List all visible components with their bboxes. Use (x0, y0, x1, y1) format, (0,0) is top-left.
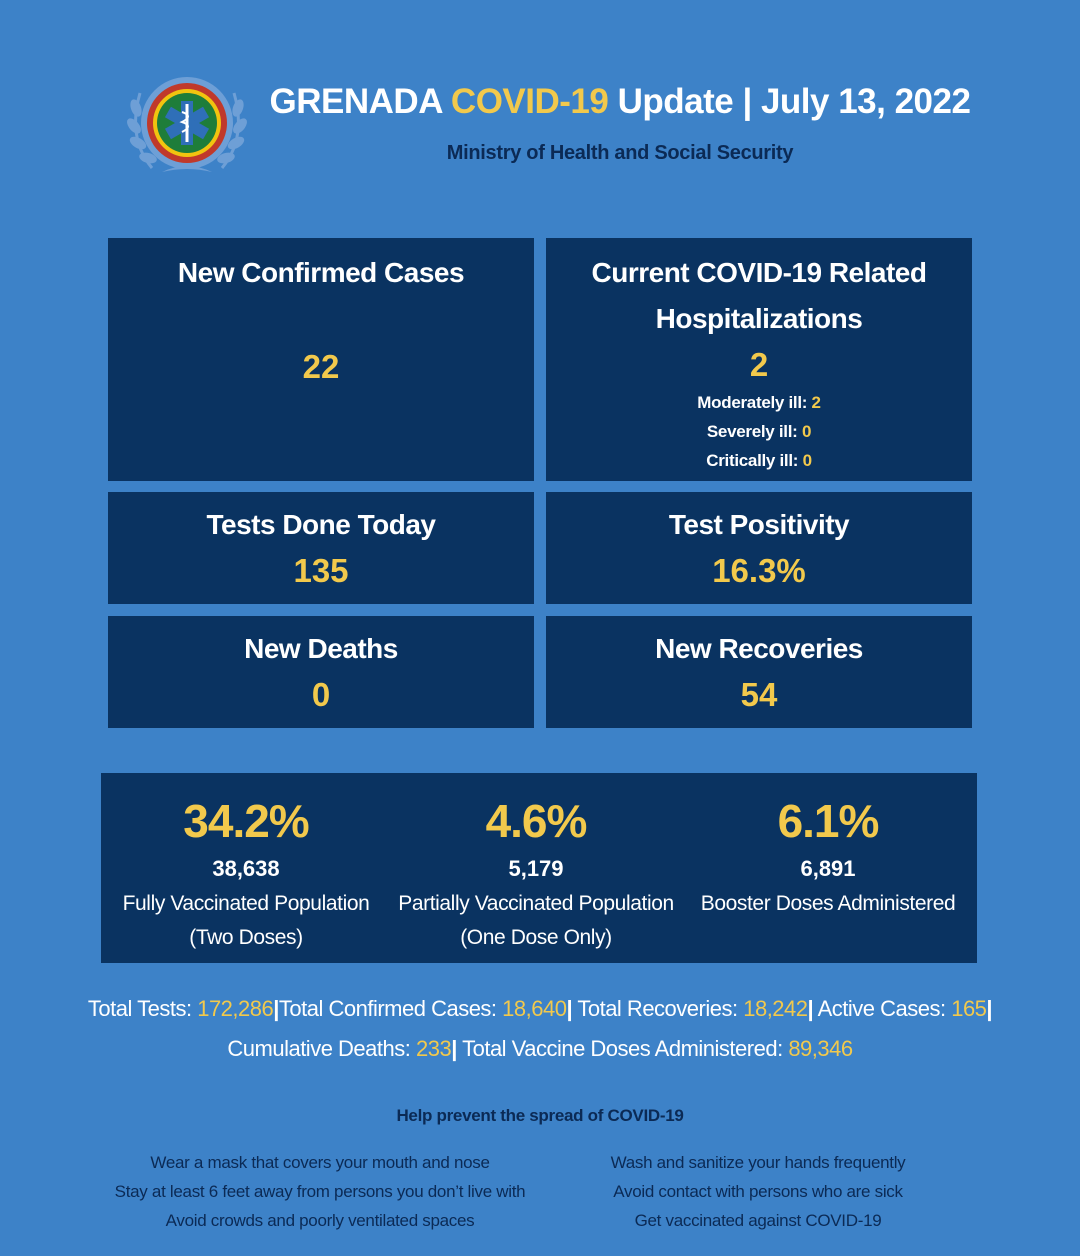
prevention-tip: Avoid contact with persons who are sick (613, 1182, 903, 1201)
prevention-tips-left: Wear a mask that covers your mouth and n… (85, 1148, 555, 1235)
totals-line-2: Cumulative Deaths: 233| Total Vaccine Do… (40, 1036, 1040, 1062)
separator: | (807, 996, 814, 1021)
vaccination-panel: 34.2% 38,638 Fully Vaccinated Population… (101, 773, 977, 963)
total-tests-label: Total Tests: (87, 996, 192, 1021)
hospitalizations-card: Current COVID-19 Related Hospitalization… (546, 238, 972, 481)
new-recoveries-label: New Recoveries (655, 633, 863, 664)
fully-vaccinated-count: 38,638 (212, 856, 280, 881)
new-deaths-value: 0 (311, 676, 331, 713)
total-recoveries-label: Total Recoveries: (577, 996, 738, 1021)
partially-vaccinated-count: 5,179 (508, 856, 564, 881)
total-vaccine-value: 89,346 (788, 1036, 853, 1061)
severely-ill-value: 0 (801, 422, 812, 441)
moderately-ill-row: Moderately ill: 2 (546, 388, 972, 417)
hospitalizations-value: 2 (749, 346, 769, 383)
prevention-tip: Wear a mask that covers your mouth and n… (150, 1153, 490, 1172)
total-recoveries-value: 18,242 (743, 996, 808, 1021)
active-cases-label: Active Cases: (817, 996, 947, 1021)
fully-vaccinated-desc: Fully Vaccinated Population (122, 892, 370, 915)
partially-vaccinated-percent: 4.6% (485, 795, 588, 847)
ministry-subtitle: Ministry of Health and Social Security (446, 142, 794, 164)
severely-ill-row: Severely ill: 0 (546, 417, 972, 446)
partially-vaccinated-stat: 4.6% 5,179 Partially Vaccinated Populati… (391, 791, 681, 955)
total-confirmed-label: Total Confirmed Cases: (278, 996, 497, 1021)
partially-vaccinated-desc-note: (One Dose Only) (460, 926, 612, 949)
total-vaccine-label: Total Vaccine Doses Administered: (462, 1036, 783, 1061)
new-cases-label: New Confirmed Cases (177, 257, 465, 288)
separator: | (451, 1036, 457, 1061)
moderately-ill-value: 2 (811, 393, 821, 412)
tests-today-value: 135 (293, 552, 349, 589)
total-confirmed-value: 18,640 (502, 996, 567, 1021)
booster-doses-percent: 6.1% (777, 795, 880, 847)
tests-today-label: Tests Done Today (206, 509, 436, 540)
fully-vaccinated-desc-note: (Two Doses) (189, 926, 303, 949)
title-covid: COVID-19 (450, 82, 609, 121)
booster-doses-count: 6,891 (800, 856, 856, 881)
test-positivity-card: Test Positivity 16.3% (546, 492, 972, 604)
separator: | (986, 996, 993, 1021)
new-recoveries-card: New Recoveries 54 (546, 616, 972, 728)
total-tests-value: 172,286 (197, 996, 274, 1021)
separator: | (273, 996, 279, 1021)
critically-ill-label: Critically ill: (706, 451, 799, 470)
new-deaths-label: New Deaths (244, 633, 398, 664)
severely-ill-label: Severely ill: (706, 422, 798, 441)
hospitalizations-label-line2: Hospitalizations (655, 303, 863, 334)
critically-ill-row: Critically ill: 0 (546, 446, 972, 475)
new-cases-card: New Confirmed Cases 22 (108, 238, 534, 481)
cumulative-deaths-label: Cumulative Deaths: (227, 1036, 411, 1061)
partially-vaccinated-desc: Partially Vaccinated Population (398, 892, 674, 915)
totals-line-1: Total Tests: 172,286|Total Confirmed Cas… (40, 996, 1040, 1022)
ministry-emblem-icon (122, 68, 252, 183)
tests-today-card: Tests Done Today 135 (108, 492, 534, 604)
fully-vaccinated-percent: 34.2% (183, 795, 309, 847)
test-positivity-value: 16.3% (712, 552, 806, 589)
page-title: GRENADA COVID-19 Update | July 13, 2022 (260, 82, 980, 122)
prevention-heading: Help prevent the spread of COVID-19 (396, 1106, 684, 1125)
hospitalizations-label-line1: Current COVID-19 Related (591, 257, 927, 288)
new-deaths-card: New Deaths 0 (108, 616, 534, 728)
booster-doses-stat: 6.1% 6,891 Booster Doses Administered (683, 791, 973, 921)
separator: | (566, 996, 573, 1021)
fully-vaccinated-stat: 34.2% 38,638 Fully Vaccinated Population… (101, 791, 391, 955)
new-cases-value: 22 (302, 348, 340, 385)
new-recoveries-value: 54 (740, 676, 778, 713)
moderately-ill-label: Moderately ill: (697, 393, 808, 412)
prevention-tips-right: Wash and sanitize your hands frequently … (523, 1148, 993, 1235)
title-country: GRENADA (269, 82, 443, 121)
critically-ill-value: 0 (802, 451, 812, 470)
cumulative-deaths-value: 233 (416, 1036, 452, 1061)
test-positivity-label: Test Positivity (668, 509, 850, 540)
prevention-tip: Avoid crowds and poorly ventilated space… (165, 1211, 475, 1230)
active-cases-value: 165 (951, 996, 987, 1021)
title-date: Update | July 13, 2022 (617, 82, 971, 121)
prevention-tip: Get vaccinated against COVID-19 (634, 1211, 882, 1230)
prevention-tip: Wash and sanitize your hands frequently (610, 1153, 906, 1172)
prevention-tip: Stay at least 6 feet away from persons y… (114, 1182, 526, 1201)
booster-doses-desc: Booster Doses Administered (700, 892, 956, 915)
